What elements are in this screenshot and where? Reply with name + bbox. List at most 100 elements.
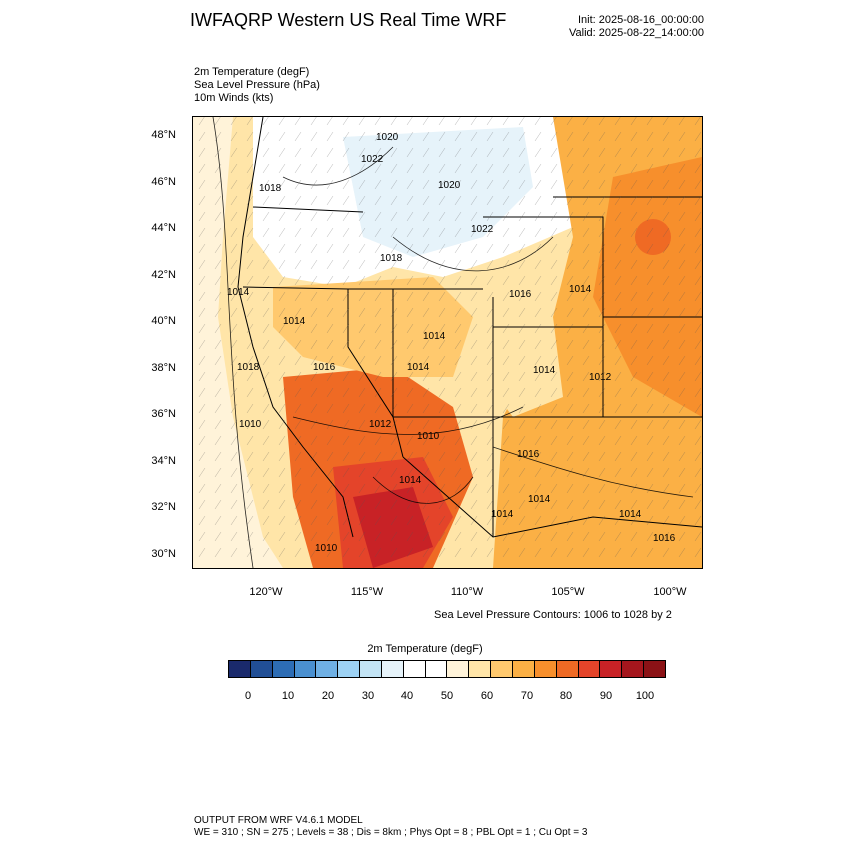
wind-barb bbox=[278, 531, 286, 542]
wind-barb bbox=[566, 227, 574, 238]
wind-barb bbox=[534, 211, 542, 222]
wind-barb bbox=[214, 483, 222, 494]
wind-barb bbox=[566, 117, 573, 126]
wind-barb bbox=[630, 355, 638, 366]
wind-barb bbox=[614, 131, 622, 142]
colorbar-swatch bbox=[294, 661, 317, 677]
wind-barb bbox=[278, 371, 286, 382]
wind-barb bbox=[502, 451, 510, 462]
wind-barb bbox=[454, 451, 462, 462]
wind-barb bbox=[678, 403, 686, 414]
wind-barb bbox=[646, 531, 654, 542]
wind-barb bbox=[614, 499, 622, 510]
wind-barb bbox=[518, 547, 526, 558]
wind-barb bbox=[358, 451, 366, 462]
wind-barb bbox=[694, 387, 702, 398]
wind-barb bbox=[470, 259, 478, 270]
wind-barb bbox=[486, 275, 494, 286]
colorbar-swatch bbox=[250, 661, 273, 677]
wind-barb bbox=[646, 371, 654, 382]
wind-barb bbox=[582, 483, 590, 494]
isobar-line bbox=[212, 117, 254, 568]
wind-barb bbox=[422, 547, 430, 558]
wind-barb bbox=[310, 339, 318, 350]
wind-barb bbox=[694, 211, 702, 222]
wind-barb bbox=[582, 467, 590, 478]
wind-barb bbox=[278, 275, 286, 286]
wind-barb bbox=[214, 355, 222, 366]
wind-barb bbox=[214, 147, 222, 158]
wind-barb bbox=[694, 131, 702, 142]
wind-barb bbox=[230, 515, 238, 526]
wind-barb bbox=[262, 117, 269, 126]
wind-barb bbox=[598, 259, 606, 270]
wind-barb bbox=[246, 211, 254, 222]
wind-barb bbox=[678, 147, 686, 158]
wind-barb bbox=[550, 403, 558, 414]
wind-barb bbox=[390, 307, 398, 318]
wind-barb bbox=[326, 275, 334, 286]
wind-barb bbox=[358, 515, 366, 526]
wind-barb bbox=[390, 131, 398, 142]
wind-barb bbox=[310, 179, 318, 190]
wind-barb bbox=[518, 179, 526, 190]
field-winds-label: 10m Winds (kts) bbox=[194, 92, 274, 104]
wind-barb bbox=[518, 243, 526, 254]
wind-barb bbox=[214, 291, 222, 302]
wind-barb bbox=[502, 243, 510, 254]
wind-barb bbox=[518, 419, 526, 430]
wind-barb bbox=[438, 291, 446, 302]
colorbar-swatch bbox=[360, 661, 382, 677]
wind-barb bbox=[214, 547, 222, 558]
wind-barb bbox=[630, 467, 638, 478]
wind-barb bbox=[630, 243, 638, 254]
wind-barb bbox=[662, 291, 670, 302]
wind-barb bbox=[246, 467, 254, 478]
wind-barb bbox=[470, 339, 478, 350]
wind-barb bbox=[486, 195, 494, 206]
wind-barb bbox=[678, 339, 686, 350]
wind-barb bbox=[358, 435, 366, 446]
wind-barb bbox=[566, 355, 574, 366]
wind-barb bbox=[406, 275, 414, 286]
wind-barb bbox=[406, 371, 414, 382]
wind-barb bbox=[678, 531, 686, 542]
wind-barb bbox=[422, 467, 430, 478]
colorbar-label: 0 bbox=[244, 690, 252, 702]
wind-barb bbox=[518, 117, 525, 126]
wind-barb bbox=[582, 371, 590, 382]
coldest-region bbox=[343, 127, 533, 257]
wind-barb bbox=[374, 403, 382, 414]
wind-barb bbox=[198, 275, 206, 286]
wind-barb bbox=[422, 403, 430, 414]
wind-barb bbox=[502, 275, 510, 286]
wind-barb bbox=[662, 371, 670, 382]
wind-barb bbox=[230, 419, 238, 430]
wind-barb bbox=[646, 435, 654, 446]
co-box bbox=[493, 326, 604, 418]
or-ca-border bbox=[242, 286, 349, 290]
wind-barb bbox=[534, 323, 542, 334]
wind-barb bbox=[278, 467, 286, 478]
wind-barb bbox=[310, 163, 318, 174]
footer-config-line: WE = 310 ; SN = 275 ; Levels = 38 ; Dis … bbox=[194, 827, 588, 838]
wind-barb bbox=[246, 179, 254, 190]
wind-barb bbox=[534, 435, 542, 446]
wind-barb bbox=[662, 211, 670, 222]
wind-barb bbox=[582, 307, 590, 318]
wind-barb bbox=[678, 307, 686, 318]
wind-barb bbox=[614, 307, 622, 318]
wind-barb bbox=[230, 339, 238, 350]
wind-barb bbox=[294, 195, 302, 206]
wind-barb bbox=[646, 117, 653, 126]
wind-barb bbox=[374, 179, 382, 190]
wind-barb bbox=[598, 467, 606, 478]
wind-barb bbox=[598, 195, 606, 206]
wind-barb bbox=[646, 339, 654, 350]
wind-barb bbox=[342, 147, 350, 158]
wind-barb bbox=[518, 515, 526, 526]
wind-barb bbox=[646, 483, 654, 494]
wind-barb bbox=[422, 419, 430, 430]
wind-barb bbox=[326, 403, 334, 414]
wind-barb bbox=[438, 131, 446, 142]
